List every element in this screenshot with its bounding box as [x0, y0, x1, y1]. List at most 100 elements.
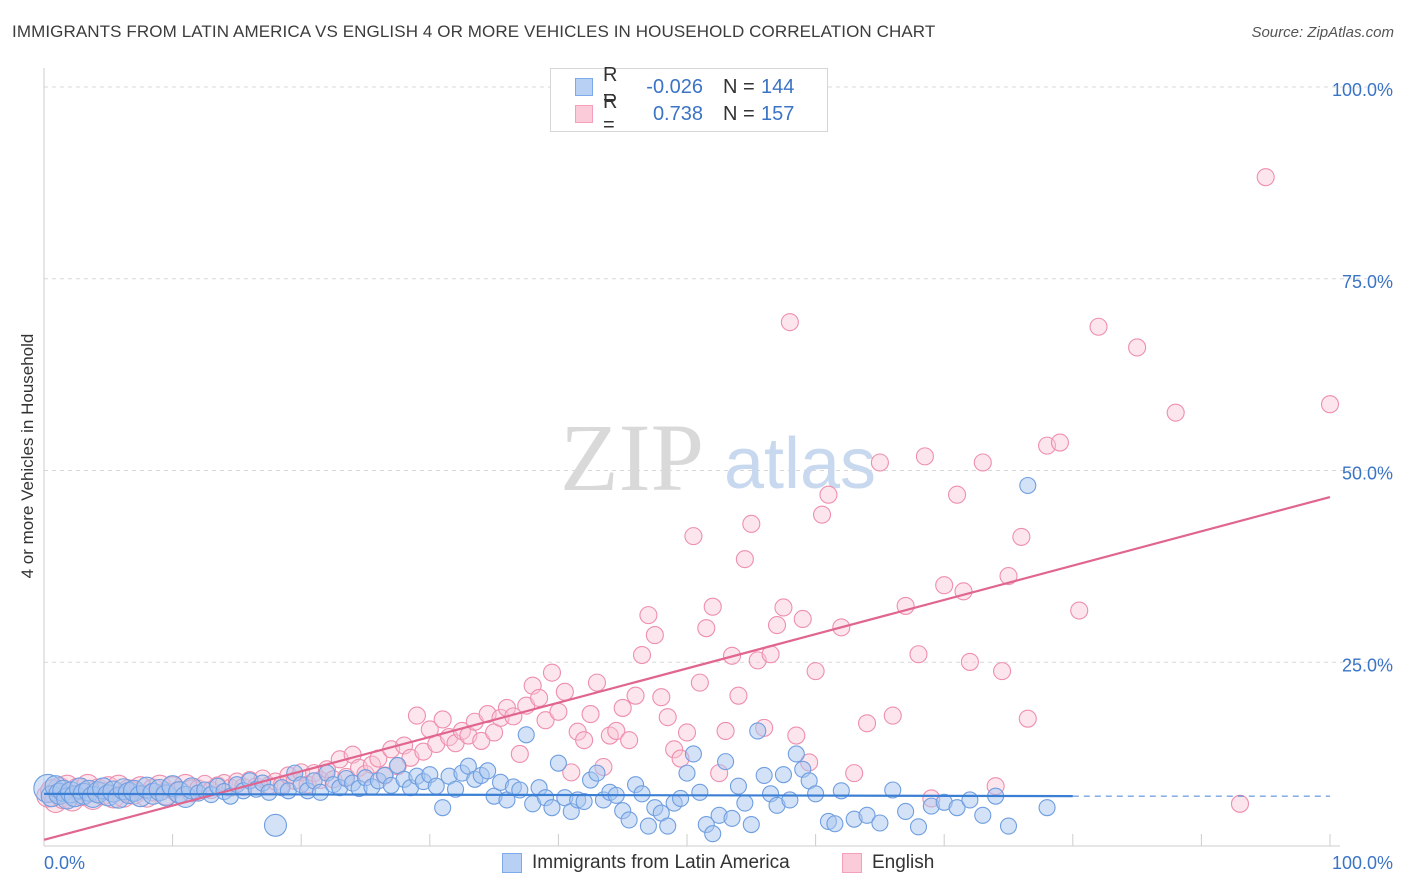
english-point: [472, 731, 491, 750]
english-point: [652, 688, 671, 707]
english-point: [555, 682, 574, 701]
legend-r-value: 0.738: [652, 102, 703, 125]
english-trend-line: [43, 495, 1331, 841]
y-tick-label: 75.0%: [1342, 272, 1393, 292]
latin-america-point: [588, 764, 606, 782]
english-point: [993, 662, 1012, 681]
legend-r-value: -0.026: [646, 75, 703, 98]
legend-n-label: N =: [723, 102, 755, 125]
english-point: [915, 447, 934, 466]
legend-r-label: R =: [603, 91, 618, 136]
tick-labels: 25.0% 50.0% 75.0% 100.0% 0.0% 100.0%: [44, 80, 1393, 873]
legend-swatch-pink: [575, 105, 593, 123]
english-point: [973, 453, 992, 472]
english-point: [948, 485, 967, 504]
english-point: [575, 731, 594, 750]
latin-america-point: [678, 764, 696, 782]
english-point: [883, 706, 902, 725]
english-point: [767, 616, 787, 635]
legend-row-english: R = 0.738 N = 157: [575, 91, 795, 136]
english-point: [703, 597, 722, 616]
english-point: [909, 645, 928, 664]
english-point: [684, 527, 703, 546]
english-point: [549, 702, 568, 721]
source-label: Source: ZipAtlas.com: [1251, 24, 1394, 41]
legend-n-value: 144: [761, 75, 795, 98]
english-point: [1166, 403, 1185, 422]
latin-america-points: [33, 476, 1056, 843]
series-legend-latin-america[interactable]: Immigrants from Latin America: [502, 852, 790, 874]
latin-america-point: [999, 817, 1018, 835]
legend-n-value: 157: [761, 102, 795, 125]
latin-america-point: [1019, 476, 1037, 495]
english-point: [639, 606, 658, 625]
latin-america-point: [755, 766, 773, 784]
latin-america-point: [672, 789, 690, 807]
series-label: Immigrants from Latin America: [532, 852, 790, 873]
english-point: [677, 723, 697, 742]
latin-america-point: [479, 762, 497, 780]
series-legend: Immigrants from Latin America English: [0, 852, 1406, 878]
latin-america-point: [517, 726, 535, 744]
latin-america-point: [684, 745, 702, 763]
english-point: [658, 708, 677, 727]
watermark-atlas: atlas: [724, 424, 876, 504]
english-point: [645, 626, 664, 645]
english-point: [774, 598, 793, 617]
latin-america-point: [749, 722, 767, 740]
english-point: [780, 313, 799, 332]
english-point: [935, 576, 954, 595]
english-point: [819, 485, 838, 504]
latin-america-point: [897, 802, 915, 821]
x-tick-label: 100.0%: [1332, 853, 1393, 873]
series-swatch-blue: [502, 853, 522, 873]
latin-america-point: [807, 785, 825, 803]
series-legend-english[interactable]: English: [842, 852, 934, 874]
english-point: [1070, 601, 1089, 620]
latin-america-trend-line: [43, 792, 1073, 798]
trend-lines: [43, 495, 1331, 841]
english-point: [960, 652, 979, 671]
correlation-legend: R = -0.026 N = 144 R = 0.738 N = 157: [550, 64, 828, 136]
latin-america-point: [871, 814, 889, 832]
english-point: [735, 550, 754, 569]
legend-r-label: R =: [603, 64, 618, 109]
latin-america-point: [717, 753, 735, 771]
latin-america-point: [884, 781, 902, 799]
latin-america-point: [575, 792, 593, 811]
latin-america-point: [826, 815, 844, 833]
axes: [43, 68, 1340, 847]
english-point: [742, 514, 761, 533]
english-point: [845, 764, 864, 783]
latin-america-point: [311, 783, 330, 801]
latin-america-point: [729, 777, 747, 795]
watermark: ZIP atlas: [560, 404, 876, 511]
english-point: [729, 686, 748, 705]
english-point: [857, 714, 877, 733]
english-point: [407, 706, 426, 725]
gridlines: [44, 86, 1390, 663]
english-point: [1320, 395, 1340, 414]
latin-america-point: [736, 794, 754, 812]
latin-america-point: [948, 799, 966, 817]
y-tick-label: 100.0%: [1332, 80, 1393, 100]
chart-title: IMMIGRANTS FROM LATIN AMERICA VS ENGLISH…: [12, 22, 936, 41]
english-point: [690, 673, 709, 692]
english-point: [697, 619, 716, 638]
english-point: [613, 698, 632, 717]
latin-america-point: [434, 799, 452, 817]
legend-row-latin-america: R = -0.026 N = 144: [575, 64, 795, 109]
latin-america-point: [961, 791, 979, 809]
latin-america-point: [742, 815, 760, 834]
legend-swatch-blue: [575, 78, 593, 96]
english-point: [626, 686, 645, 705]
english-point: [1256, 168, 1275, 187]
english-point: [587, 673, 607, 692]
english-point: [1018, 709, 1037, 728]
english-point: [510, 744, 529, 764]
english-point: [536, 711, 555, 730]
latin-america-point: [1038, 799, 1056, 817]
english-point: [806, 662, 825, 681]
latin-america-point: [633, 785, 651, 803]
